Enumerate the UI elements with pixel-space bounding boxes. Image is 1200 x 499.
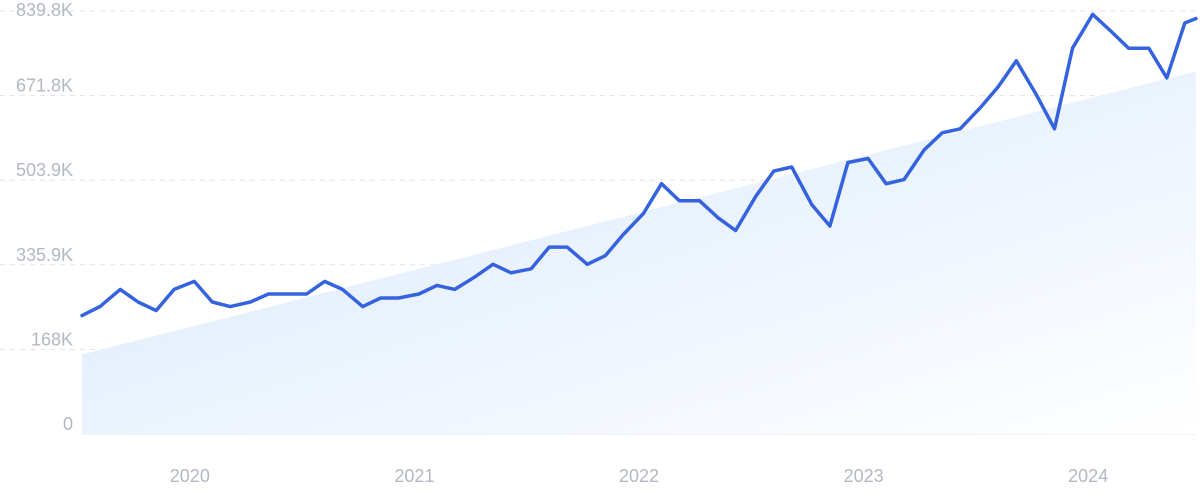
x-tick-label-2: 2022: [619, 466, 659, 486]
y-axis: 0 168K 335.9K 503.9K 671.8K 839.8K: [16, 0, 73, 434]
trend-area-shape: [82, 71, 1196, 434]
y-tick-label-2: 335.9K: [16, 245, 73, 265]
y-tick-label-3: 503.9K: [16, 160, 73, 180]
x-tick-label-1: 2021: [394, 466, 434, 486]
y-tick-label-1: 168K: [31, 329, 73, 349]
trend-area: [82, 71, 1196, 434]
x-tick-label-0: 2020: [170, 466, 210, 486]
y-tick-label-5: 839.8K: [16, 0, 73, 20]
x-axis: 2020 2021 2022 2023 2024: [170, 466, 1108, 486]
x-tick-label-4: 2024: [1068, 466, 1108, 486]
x-tick-label-3: 2023: [844, 466, 884, 486]
y-tick-label-0: 0: [63, 414, 73, 434]
series: [80, 12, 1198, 318]
series-line-0: [80, 12, 1198, 318]
y-tick-label-4: 671.8K: [16, 76, 73, 96]
